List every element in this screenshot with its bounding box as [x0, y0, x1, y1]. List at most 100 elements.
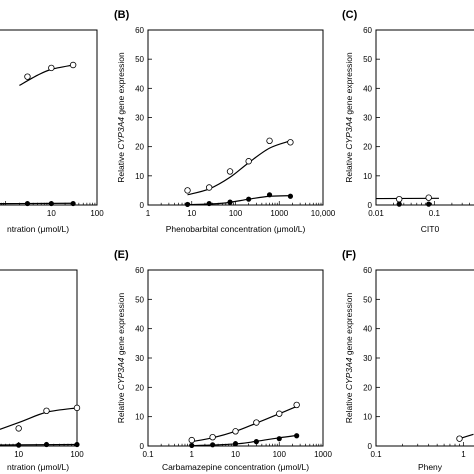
x-axis-label: Phenobarbital concentration (μmol/L): [166, 224, 306, 234]
open-data-point: [245, 158, 252, 165]
filled-series-fit-line: [0, 443, 78, 446]
y-axis-label-prefix: Relative: [344, 150, 354, 183]
y-tick-label: 30: [135, 114, 144, 123]
panel-6: (F) 0 10 20 30 40 50 60 0.1 1 Pheny Relative CYP3A4…: [342, 249, 474, 472]
y-axis-label: Relative CYP3A4 gene expression: [116, 52, 126, 183]
y-axis-label-suffix: gene expression: [344, 293, 354, 358]
filled-data-point: [74, 441, 80, 448]
open-data-point: [456, 435, 463, 442]
open-data-point: [205, 184, 213, 191]
x-axis-label: ntration (μmol/L): [7, 462, 69, 472]
x-tick-label: 10: [47, 209, 56, 218]
x-tick-label: 1: [461, 450, 466, 459]
y-axis-label-gene: CYP3A4: [344, 117, 354, 150]
filled-data-point: [276, 436, 282, 442]
filled-data-point: [24, 200, 31, 207]
y-tick-label: 0: [140, 201, 145, 210]
y-tick-label: 20: [135, 143, 144, 152]
y-tick-label: 50: [135, 295, 144, 304]
y-tick-label: 10: [135, 413, 144, 422]
filled-data-point: [48, 200, 54, 207]
filled-data-point: [210, 442, 216, 448]
open-data-point: [209, 434, 216, 441]
x-tick-label: 100: [70, 450, 84, 459]
x-tick-label: 1: [190, 450, 195, 459]
filled-data-point: [246, 196, 252, 202]
x-tick-label: 0.1: [429, 209, 441, 218]
filled-data-point: [70, 200, 76, 207]
filled-data-point: [232, 441, 239, 447]
plot-frame: [147, 269, 324, 447]
filled-data-point: [189, 442, 195, 449]
filled-data-point: [396, 201, 402, 207]
x-tick-label: 100: [229, 209, 243, 218]
x-tick-label: 10: [231, 450, 240, 459]
y-tick-label: 30: [363, 354, 372, 363]
y-axis-label-gene: CYP3A4: [344, 357, 354, 390]
x-tick-label: 100: [90, 209, 104, 218]
x-tick-label: 0.1: [370, 450, 382, 459]
y-tick-label: 60: [363, 266, 372, 275]
filled-data-point: [266, 192, 273, 198]
open-data-point: [15, 425, 22, 432]
plot-frame: [375, 269, 474, 447]
plot-frame: [0, 29, 98, 206]
open-data-point: [24, 73, 31, 80]
open-data-point: [425, 194, 432, 201]
open-data-point: [73, 404, 81, 412]
open-data-point: [232, 428, 239, 435]
y-tick-label: 50: [363, 295, 372, 304]
y-axis-label-gene: CYP3A4: [116, 117, 126, 150]
filled-data-point: [184, 201, 191, 208]
filled-data-point: [206, 200, 212, 207]
y-tick-label: 10: [363, 413, 372, 422]
x-tick-label: 1000: [270, 209, 288, 218]
x-axis-label: Pheny: [418, 462, 443, 472]
y-tick-label: 40: [363, 84, 372, 93]
y-tick-label: 20: [135, 383, 144, 392]
y-tick-label: 60: [135, 26, 144, 35]
open-data-point: [253, 419, 260, 426]
x-tick-label: 10: [187, 209, 196, 218]
y-axis-label-gene: CYP3A4: [116, 357, 126, 390]
filled-data-point: [294, 433, 300, 439]
y-axis-label: Relative CYP3A4 gene expression: [344, 293, 354, 424]
open-data-point: [287, 139, 294, 146]
x-tick-label: 1000: [314, 450, 332, 459]
filled-data-point: [227, 199, 233, 205]
filled-data-point: [16, 442, 22, 448]
panel-label: (E): [114, 249, 129, 261]
x-tick-label: 0.01: [368, 209, 384, 218]
y-axis-label-prefix: Relative: [344, 390, 354, 423]
open-series-fit-line: [187, 140, 291, 196]
open-data-point: [43, 407, 50, 414]
open-data-point: [396, 195, 403, 203]
x-tick-label: 10: [14, 450, 23, 459]
panel-2: (B) 0 10 20 30 40 50 60 1 10 100 1000 10,000 Phenobar…: [114, 9, 336, 234]
filled-data-point: [43, 441, 50, 448]
y-axis-label-suffix: gene expression: [344, 52, 354, 117]
y-tick-label: 20: [363, 143, 372, 152]
open-series-fit-line: [0, 407, 78, 430]
y-tick-label: 40: [135, 84, 144, 93]
y-tick-label: 10: [135, 172, 144, 181]
y-axis-label-prefix: Relative: [116, 390, 126, 423]
filled-data-point: [287, 193, 294, 199]
open-data-point: [184, 187, 191, 194]
open-series-fit-line: [19, 64, 74, 86]
y-tick-label: 60: [135, 266, 144, 275]
x-axis-label: CIT0: [421, 224, 440, 234]
y-tick-label: 30: [363, 114, 372, 123]
x-axis-label: Carbamazepine concentration (μmol/L): [162, 462, 309, 472]
filled-data-point: [253, 438, 259, 445]
open-data-point: [69, 61, 77, 69]
x-tick-label: 0.1: [142, 450, 154, 459]
y-axis-label-suffix: gene expression: [116, 293, 126, 358]
plot-frame: [147, 29, 324, 206]
open-data-point: [48, 64, 55, 72]
open-data-point: [276, 410, 283, 417]
y-tick-label: 50: [363, 55, 372, 64]
panel-3: (C) 0 10 20 30 40 50 60 0.01 0.1 CIT0 Relative CYP3…: [342, 9, 474, 234]
